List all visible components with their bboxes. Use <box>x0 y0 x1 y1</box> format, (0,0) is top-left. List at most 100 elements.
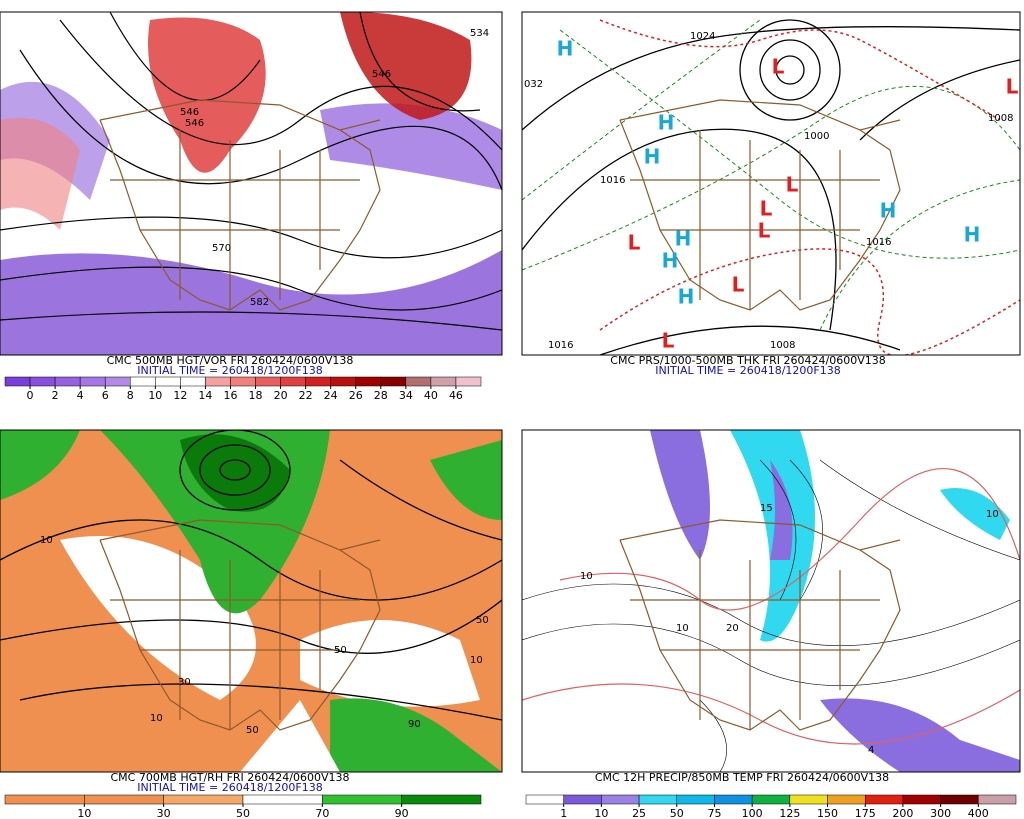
colorbar-label: 70 <box>315 807 329 819</box>
map-label: 032 <box>524 79 543 90</box>
map-label: 30 <box>178 677 191 688</box>
colorbar-segment <box>405 376 432 387</box>
map-label: 1016 <box>548 340 573 351</box>
map-label: 10 <box>676 623 689 634</box>
map-label: 546 <box>180 107 199 118</box>
low-marker: L <box>772 55 785 79</box>
caption: CMC 700MB HGT/RH FRI 260424/0600V138 <box>110 771 349 784</box>
map-label: 1008 <box>988 113 1013 124</box>
map-500mb <box>0 12 502 355</box>
colorbar-label: 20 <box>274 389 288 402</box>
colorbar-segment <box>789 794 828 805</box>
colorbar-segment <box>255 376 281 387</box>
colorbar-label: 28 <box>374 389 388 402</box>
high-marker: H <box>644 145 661 169</box>
colorbar-label: 16 <box>223 389 237 402</box>
colorbar-label: 175 <box>855 807 876 819</box>
colorbar-label: 12 <box>173 389 187 402</box>
low-marker: L <box>1006 75 1019 99</box>
map-label: 10 <box>986 509 999 520</box>
frame <box>521 11 1021 356</box>
colorbar-label: 90 <box>395 807 409 819</box>
low-marker: L <box>786 173 799 197</box>
colorbar-segment <box>940 794 979 805</box>
map-label: 1024 <box>690 31 715 42</box>
colorbar-segment <box>355 376 382 387</box>
map-label: 1016 <box>600 175 625 186</box>
map-label: 15 <box>760 503 773 514</box>
colorbar-label: 8 <box>127 389 134 402</box>
map-label: 50 <box>476 615 489 626</box>
colorbar-segment <box>714 794 753 805</box>
caption: CMC 12H PRECIP/850MB TEMP FRI 260424/060… <box>595 771 889 784</box>
colorbar-segment <box>163 794 244 805</box>
colorbar-segment <box>563 794 602 805</box>
colorbar-label: 100 <box>742 807 763 819</box>
colorbar-label: 34 <box>399 389 413 402</box>
colorbar-label: 125 <box>779 807 800 819</box>
colorbar-label: 24 <box>324 389 338 402</box>
colorbar-label: 1 <box>560 807 567 819</box>
colorbar-segment <box>322 794 402 805</box>
colorbar-label: 50 <box>670 807 684 819</box>
colorbar-segment <box>978 794 1017 805</box>
colorbar-segment <box>155 376 181 387</box>
colorbar-segment <box>54 376 81 387</box>
colorbar-segment <box>601 794 640 805</box>
colorbar-label: 0 <box>27 389 34 402</box>
colorbar-label: 50 <box>236 807 250 819</box>
map-label: 1000 <box>804 131 829 142</box>
colorbar-segment <box>230 376 256 387</box>
map-precip <box>522 430 1020 772</box>
colorbar-segment <box>130 376 156 387</box>
map-label: 50 <box>246 725 259 736</box>
map-label: 10 <box>40 535 53 546</box>
map-label: 570 <box>212 243 231 254</box>
map-label: 582 <box>250 297 269 308</box>
colorbar-segment <box>827 794 866 805</box>
colorbar-segment <box>29 376 56 387</box>
colorbar-label: 25 <box>632 807 646 819</box>
colorbar-label: 300 <box>930 807 951 819</box>
map-surface <box>522 12 1020 355</box>
low-marker: L <box>628 231 641 255</box>
initial-time: INITIAL TIME = 260418/1200F138 <box>655 364 840 377</box>
colorbar-segment <box>330 376 356 387</box>
colorbar-label: 200 <box>892 807 913 819</box>
colorbar-segment <box>305 376 331 387</box>
colorbar-label: 22 <box>299 389 313 402</box>
colorbar-segment <box>4 376 31 387</box>
colorbar-label: 400 <box>968 807 989 819</box>
map-label: 90 <box>408 719 421 730</box>
frame <box>0 11 503 356</box>
initial-time: INITIAL TIME = 260418/1200F138 <box>137 364 322 377</box>
high-marker: H <box>678 285 695 309</box>
high-marker: H <box>658 111 675 135</box>
colorbar-label: 10 <box>148 389 162 402</box>
high-marker: H <box>662 249 679 273</box>
colorbar-label: 10 <box>594 807 608 819</box>
frame <box>521 429 1021 773</box>
colorbar-segment <box>104 376 131 387</box>
map-label: 20 <box>726 623 739 634</box>
map-label: 546 <box>372 69 391 80</box>
map-label: 50 <box>334 645 347 656</box>
colorbar-segment <box>205 376 231 387</box>
colorbar-segment <box>84 794 164 805</box>
colorbar-label: 10 <box>77 807 91 819</box>
map-label: 10 <box>470 655 483 666</box>
map-label: 10 <box>580 571 593 582</box>
colorbar-segment <box>676 794 715 805</box>
caption: CMC 500MB HGT/VOR FRI 260424/0600V138 <box>107 354 354 367</box>
colorbar-segment <box>4 794 85 805</box>
colorbar-segment <box>751 794 791 805</box>
high-marker: H <box>557 37 574 61</box>
low-marker: L <box>662 329 675 353</box>
colorbar-label: 46 <box>449 389 463 402</box>
map-label: 1008 <box>770 340 795 351</box>
colorbar-segment <box>380 376 407 387</box>
colorbar-segment <box>638 794 678 805</box>
colorbar-segment <box>902 794 941 805</box>
